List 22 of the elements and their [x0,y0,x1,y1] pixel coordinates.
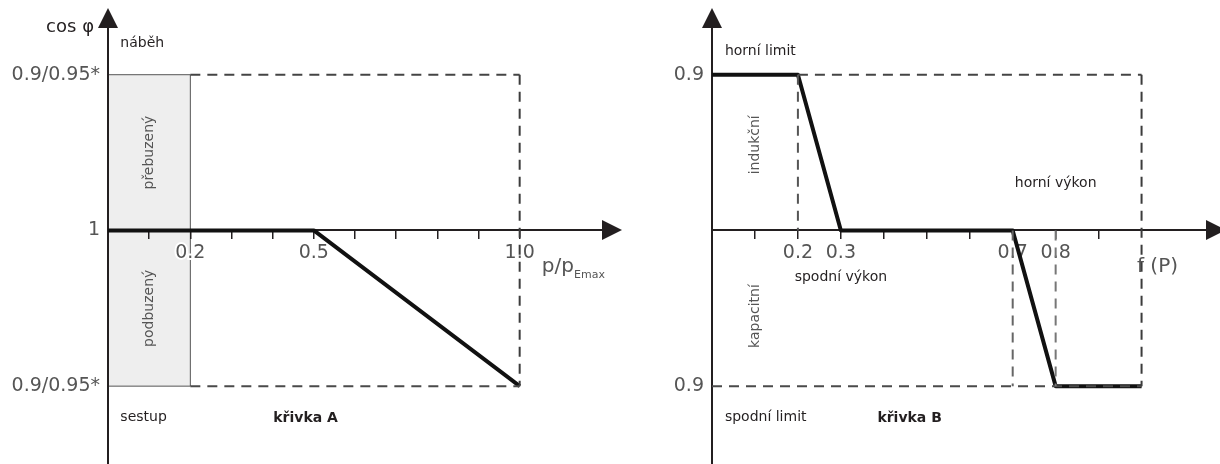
text: 1 [87,217,100,240]
text: křivka B [877,409,942,426]
text: náběh [120,34,165,51]
text: 0.9 [673,373,704,396]
annotation: horní výkon [1014,174,1097,191]
annotation: přebuzený [139,115,156,190]
text: 0.9 [673,61,704,84]
annotation: podbuzený [139,269,156,347]
x-tick-label: 0.3 [825,239,856,262]
x-tick-label: 0.2 [782,239,814,262]
text: 0.9/0.95* [11,373,100,396]
annotation: indukční [745,114,762,175]
annotation: spodní výkon [794,267,888,284]
text: 0.9/0.95* [11,61,100,84]
text: sestup [120,407,167,424]
text: spodní limit [724,407,808,424]
x-tick-label: 0.8 [1040,239,1071,262]
text: horní limit [724,42,797,58]
x-tick-label: 0.5 [298,239,329,262]
text: křivka A [273,409,339,426]
y-axis-title: cos φ [46,15,95,36]
annotation: kapacitní [745,283,762,348]
